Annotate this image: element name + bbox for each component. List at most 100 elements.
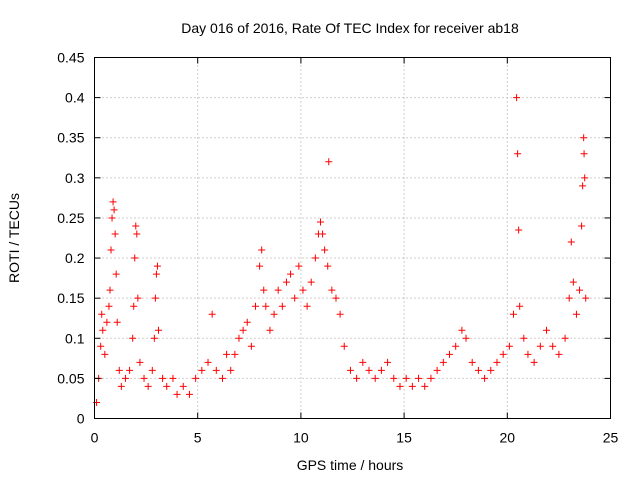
data-point (270, 310, 278, 318)
data-point (390, 374, 398, 382)
data-point (340, 342, 348, 350)
data-point (307, 278, 315, 286)
data-point (530, 358, 538, 366)
y-tick-label: 0.05 (57, 370, 84, 386)
data-point (97, 342, 105, 350)
data-point (101, 350, 109, 358)
data-point (415, 374, 423, 382)
data-point (126, 366, 134, 374)
data-point (231, 350, 239, 358)
data-point (105, 302, 113, 310)
y-tick-label: 0 (77, 411, 85, 427)
data-point (287, 270, 295, 278)
data-point (325, 158, 333, 166)
plot-frame (94, 57, 611, 419)
data-point (163, 382, 171, 390)
data-point (132, 222, 140, 230)
data-point (159, 374, 167, 382)
data-point (468, 358, 476, 366)
data-point (303, 302, 311, 310)
y-tick-label: 0.25 (57, 210, 84, 226)
data-point (99, 326, 107, 334)
data-point (134, 294, 142, 302)
data-points-layer (93, 94, 590, 406)
data-point (487, 366, 495, 374)
y-tick-label: 0.45 (57, 50, 84, 66)
data-point (576, 286, 584, 294)
data-point (543, 326, 551, 334)
data-point (427, 374, 435, 382)
data-point (121, 374, 129, 382)
data-point (169, 374, 177, 382)
data-point (115, 366, 123, 374)
data-point (321, 246, 329, 254)
data-point (130, 302, 138, 310)
data-point (396, 382, 404, 390)
data-point (328, 286, 336, 294)
data-point (204, 358, 212, 366)
data-point (515, 226, 523, 234)
data-point (152, 270, 160, 278)
data-point (258, 246, 266, 254)
data-point (218, 374, 226, 382)
y-tick-label: 0.2 (65, 250, 85, 266)
data-point (262, 302, 270, 310)
data-point (295, 262, 303, 270)
data-point (421, 382, 429, 390)
data-point (514, 150, 522, 158)
data-point (108, 214, 116, 222)
data-point (239, 326, 247, 334)
data-point (499, 350, 507, 358)
data-point (117, 382, 125, 390)
data-point (278, 302, 286, 310)
data-point (433, 366, 441, 374)
data-point (582, 294, 590, 302)
data-point (133, 230, 141, 238)
grid-layer (94, 57, 611, 419)
data-point (110, 206, 118, 214)
data-point (408, 382, 416, 390)
ticks-layer (94, 57, 611, 419)
data-point (569, 278, 577, 286)
data-point (509, 310, 517, 318)
data-point (227, 366, 235, 374)
data-point (572, 310, 580, 318)
x-tick-label: 10 (293, 430, 309, 446)
data-point (266, 326, 274, 334)
data-point (98, 310, 106, 318)
data-point (524, 350, 532, 358)
y-axis-label: ROTI / TECUs (6, 193, 22, 283)
data-point (140, 374, 148, 382)
data-point (516, 302, 524, 310)
y-tick-label: 0.3 (65, 170, 85, 186)
data-point (179, 382, 187, 390)
data-point (111, 230, 119, 238)
data-point (235, 334, 243, 342)
data-point (107, 246, 115, 254)
data-point (243, 318, 251, 326)
data-point (148, 366, 156, 374)
data-point (324, 262, 332, 270)
data-point (173, 390, 181, 398)
data-point (131, 254, 139, 262)
tick-labels-layer: 0 5 10 15 20 25 0 0.05 0.1 0.15 0.2 0.25 0.3 0.35 0.4 0… (57, 50, 618, 446)
data-point (359, 358, 367, 366)
data-point (439, 358, 447, 366)
data-point (579, 182, 587, 190)
data-point (580, 150, 588, 158)
x-tick-label: 15 (396, 430, 412, 446)
y-tick-label: 0.15 (57, 290, 84, 306)
data-point (150, 334, 158, 342)
data-point (274, 286, 282, 294)
data-point (185, 390, 193, 398)
x-axis-label: GPS time / hours (297, 457, 404, 473)
data-point (377, 366, 385, 374)
data-point (561, 334, 569, 342)
data-point (493, 358, 501, 366)
data-point (402, 374, 410, 382)
x-tick-label: 5 (194, 430, 202, 446)
data-point (555, 350, 563, 358)
data-point (112, 270, 120, 278)
data-point (251, 302, 259, 310)
